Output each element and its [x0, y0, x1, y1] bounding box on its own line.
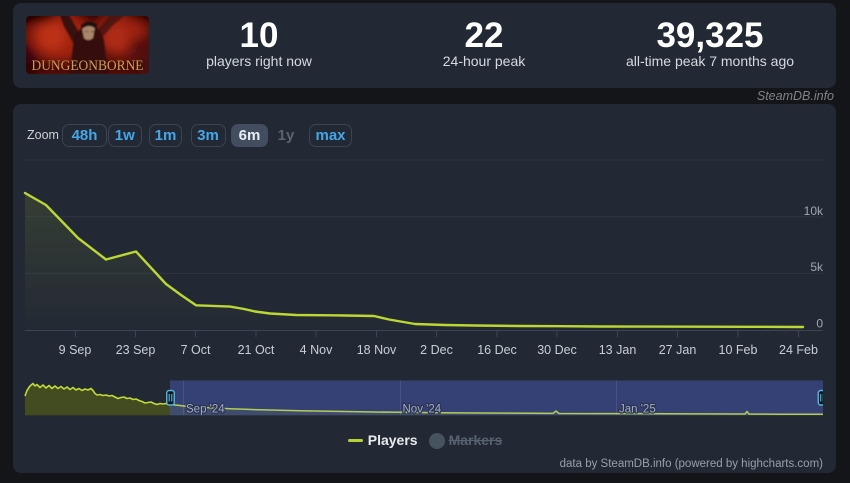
svg-text:Sep '24: Sep '24: [186, 404, 225, 416]
svg-text:Nov '24: Nov '24: [403, 404, 442, 416]
svg-text:Jan '25: Jan '25: [619, 404, 656, 416]
svg-text:5k: 5k: [810, 260, 824, 274]
svg-text:27 Jan: 27 Jan: [659, 343, 697, 357]
svg-text:4 Nov: 4 Nov: [300, 343, 333, 357]
svg-text:23 Sep: 23 Sep: [116, 343, 156, 357]
svg-text:10 Feb: 10 Feb: [719, 343, 758, 357]
svg-text:16 Dec: 16 Dec: [477, 343, 517, 357]
svg-text:10k: 10k: [804, 204, 824, 218]
svg-text:7 Oct: 7 Oct: [181, 343, 211, 357]
svg-text:2 Dec: 2 Dec: [420, 343, 453, 357]
svg-text:18 Nov: 18 Nov: [357, 343, 397, 357]
svg-text:24 Feb: 24 Feb: [779, 343, 818, 357]
svg-text:DUNGEONBORNE: DUNGEONBORNE: [32, 58, 144, 74]
svg-text:30 Dec: 30 Dec: [537, 343, 577, 357]
svg-text:13 Jan: 13 Jan: [599, 343, 637, 357]
svg-text:9 Sep: 9 Sep: [59, 343, 92, 357]
svg-text:21 Oct: 21 Oct: [238, 343, 275, 357]
svg-text:0: 0: [816, 317, 823, 331]
